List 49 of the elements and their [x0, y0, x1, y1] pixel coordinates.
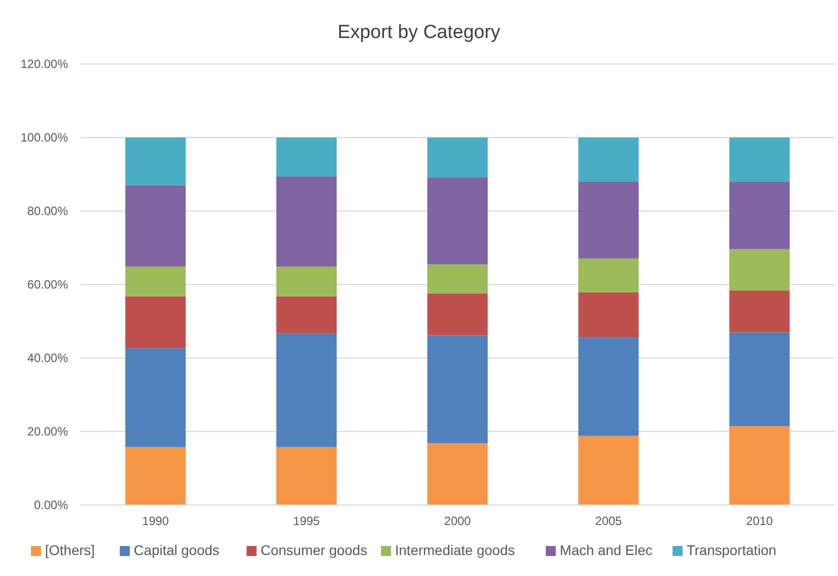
- bar: [729, 290, 790, 332]
- bar: [578, 436, 639, 505]
- bar: [729, 426, 790, 505]
- x-tick-label: 2000: [444, 514, 472, 528]
- bar: [427, 138, 488, 178]
- bar: [427, 293, 488, 336]
- bar: [276, 138, 337, 176]
- x-tick-label: 2010: [746, 514, 774, 528]
- bar: [427, 264, 488, 294]
- bar: [125, 446, 186, 505]
- y-tick-label: 60.00%: [27, 278, 68, 292]
- legend-label: Capital goods: [134, 542, 220, 558]
- y-tick-label: 80.00%: [27, 204, 68, 218]
- legend-label: Consumer goods: [260, 542, 368, 558]
- bar: [276, 446, 337, 505]
- bar: [427, 178, 488, 264]
- bar: [578, 258, 639, 292]
- bar: [427, 443, 488, 505]
- bar: [578, 337, 639, 436]
- x-tick-label: 1990: [142, 514, 170, 528]
- bar: [276, 333, 337, 447]
- legend-label: Transportation: [686, 542, 776, 558]
- bar: [729, 249, 790, 290]
- bar: [125, 266, 186, 296]
- legend-label: Intermediate goods: [395, 542, 515, 558]
- bar: [729, 182, 790, 250]
- bar: [578, 292, 639, 338]
- y-tick-label: 20.00%: [27, 424, 68, 438]
- y-tick-label: 0.00%: [34, 498, 68, 512]
- bar: [276, 296, 337, 334]
- bar: [125, 185, 186, 266]
- y-tick-label: 100.00%: [20, 130, 68, 144]
- y-tick-label: 40.00%: [27, 351, 68, 365]
- bar: [276, 266, 337, 296]
- y-tick-label: 120.00%: [20, 57, 68, 71]
- bar: [729, 332, 790, 426]
- bar: [729, 138, 790, 182]
- bar: [125, 138, 186, 186]
- x-tick-label: 2005: [595, 514, 622, 528]
- bar: [578, 182, 639, 258]
- bar: [578, 138, 639, 182]
- chart-title: Export by Category: [338, 22, 501, 43]
- bar: [276, 176, 337, 266]
- legend-label: [Others]: [45, 542, 95, 558]
- bar: [125, 296, 186, 348]
- bar: [125, 348, 186, 447]
- bar: [427, 335, 488, 444]
- x-tick-label: 1995: [293, 514, 320, 528]
- legend-label: Mach and Elec: [560, 542, 652, 558]
